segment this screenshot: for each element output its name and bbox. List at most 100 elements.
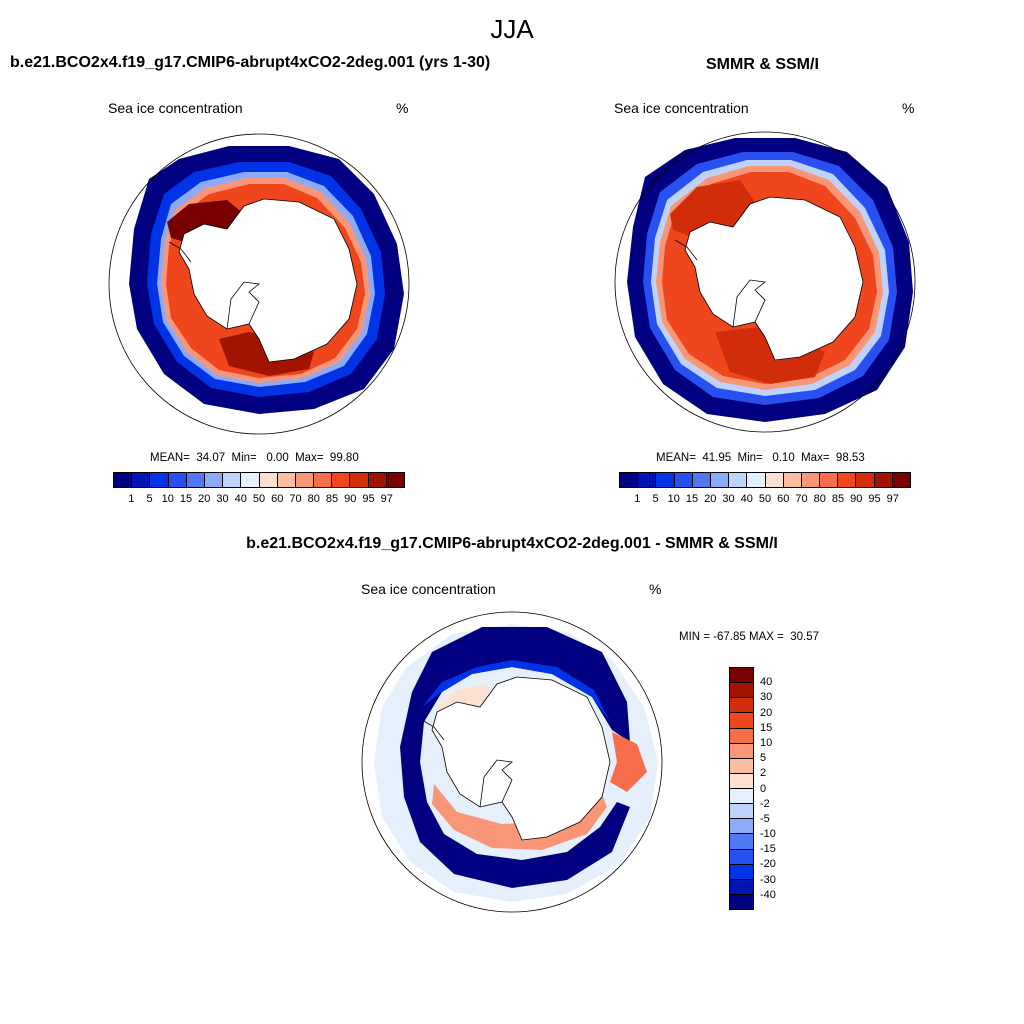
colorbar-swatch — [259, 473, 278, 487]
colorbar-swatch — [765, 473, 784, 487]
colorbar-swatch — [730, 879, 753, 895]
colorbar-tick-label: 15 — [179, 493, 193, 505]
colorbar-tick-label: 60 — [777, 493, 790, 505]
colorbar-tick-label: 0 — [760, 782, 767, 795]
colorbar-swatch — [730, 698, 753, 714]
panel1-title: b.e21.BCO2x4.f19_g17.CMIP6-abrupt4xCO2-2… — [10, 54, 491, 71]
panel3-colorbar-ticks: 40 30 20 15 10 5 2 0 -2 -5 -10 -15 -20 -30 -40 — [760, 667, 800, 910]
panel2-stats: MEAN= 41.95 Min= 0.10 Max= 98.53 — [656, 452, 865, 464]
colorbar-tick-label: 30 — [760, 691, 773, 704]
colorbar-swatch — [892, 473, 910, 487]
colorbar-swatch — [730, 819, 753, 835]
colorbar-tick-label: 50 — [758, 493, 772, 505]
panel1-stats: MEAN= 34.07 Min= 0.00 Max= 99.80 — [150, 452, 359, 464]
colorbar-swatch — [638, 473, 657, 487]
colorbar-swatch — [838, 473, 857, 487]
colorbar-tick-label: 70 — [289, 493, 302, 505]
panel2-units: % — [902, 100, 915, 116]
panel1-polar-map — [108, 133, 410, 435]
colorbar-swatch — [730, 849, 753, 865]
panel3-colorbar — [729, 667, 754, 910]
panel3-title: b.e21.BCO2x4.f19_g17.CMIP6-abrupt4xCO2-2… — [246, 535, 778, 552]
colorbar-swatch — [132, 473, 151, 487]
panel2-polar-map — [614, 131, 916, 433]
colorbar-tick-label: 2 — [760, 767, 767, 780]
colorbar-swatch — [730, 743, 753, 759]
colorbar-tick-label: -40 — [760, 888, 776, 901]
colorbar-swatch — [710, 473, 730, 487]
colorbar-tick-label: 50 — [252, 493, 266, 505]
colorbar-swatch — [674, 473, 693, 487]
colorbar-swatch — [368, 473, 387, 487]
colorbar-tick-label: 97 — [886, 493, 899, 505]
colorbar-tick-label: 5 — [760, 752, 767, 765]
colorbar-tick-label: 80 — [307, 493, 320, 505]
colorbar-tick-label: 5 — [146, 493, 153, 505]
panel2-title: SMMR & SSM/I — [706, 56, 819, 73]
colorbar-swatch — [223, 473, 242, 487]
colorbar-swatch — [620, 473, 639, 487]
colorbar-swatch — [874, 473, 893, 487]
colorbar-tick-label: 40 — [234, 493, 247, 505]
colorbar-swatch — [186, 473, 205, 487]
colorbar-tick-label: 15 — [760, 721, 773, 734]
colorbar-swatch — [856, 473, 875, 487]
colorbar-tick-label: 90 — [850, 493, 863, 505]
colorbar-swatch — [730, 728, 753, 744]
colorbar-swatch — [729, 473, 748, 487]
colorbar-swatch — [204, 473, 224, 487]
colorbar-swatch — [730, 804, 753, 820]
colorbar-tick-label: -2 — [760, 797, 770, 810]
season-title: JJA — [490, 14, 534, 44]
colorbar-swatch — [801, 473, 821, 487]
colorbar-tick-label: 60 — [271, 493, 284, 505]
colorbar-tick-label: 30 — [722, 493, 735, 505]
colorbar-tick-label: 10 — [667, 493, 680, 505]
colorbar-tick-label: 90 — [344, 493, 357, 505]
panel1-colorbar — [113, 472, 405, 488]
colorbar-tick-label: 85 — [325, 493, 339, 505]
colorbar-tick-label: 1 — [128, 493, 135, 505]
colorbar-tick-label: 5 — [652, 493, 659, 505]
colorbar-tick-label: 85 — [831, 493, 845, 505]
colorbar-tick-label: 30 — [216, 493, 229, 505]
colorbar-tick-label: 95 — [362, 493, 375, 505]
colorbar-swatch — [277, 473, 296, 487]
colorbar-tick-label: 40 — [740, 493, 753, 505]
colorbar-swatch — [386, 473, 404, 487]
panel1-subtitle: Sea ice concentration — [108, 100, 243, 116]
colorbar-tick-label: -30 — [760, 873, 776, 886]
colorbar-swatch — [730, 864, 753, 880]
panel1-units: % — [396, 100, 409, 116]
colorbar-tick-label: 40 — [760, 676, 773, 689]
colorbar-swatch — [295, 473, 315, 487]
panel2-colorbar — [619, 472, 911, 488]
colorbar-swatch — [350, 473, 369, 487]
colorbar-swatch — [168, 473, 187, 487]
panel2-subtitle: Sea ice concentration — [614, 100, 749, 116]
panel3-subtitle: Sea ice concentration — [361, 581, 496, 597]
colorbar-tick-label: 70 — [795, 493, 808, 505]
panel2-colorbar-ticks: 1 5 10 15 20 30 40 50 60 70 80 85 90 95 97 — [619, 493, 911, 507]
colorbar-swatch — [730, 773, 753, 789]
colorbar-tick-label: 10 — [161, 493, 174, 505]
colorbar-tick-label: -5 — [760, 812, 770, 825]
colorbar-tick-label: 20 — [198, 493, 211, 505]
colorbar-swatch — [783, 473, 802, 487]
colorbar-swatch — [730, 668, 753, 684]
colorbar-swatch — [730, 834, 753, 850]
colorbar-tick-label: 15 — [685, 493, 699, 505]
colorbar-tick-label: 10 — [760, 736, 773, 749]
panel3-polar-map — [361, 611, 663, 913]
colorbar-swatch — [332, 473, 351, 487]
colorbar-swatch — [114, 473, 133, 487]
colorbar-tick-label: -15 — [760, 843, 776, 856]
colorbar-tick-label: 20 — [704, 493, 717, 505]
colorbar-swatch — [241, 473, 260, 487]
colorbar-swatch — [730, 789, 753, 805]
colorbar-tick-label: 1 — [634, 493, 641, 505]
colorbar-swatch — [150, 473, 169, 487]
colorbar-tick-label: 80 — [813, 493, 826, 505]
colorbar-swatch — [730, 894, 753, 909]
colorbar-swatch — [692, 473, 711, 487]
